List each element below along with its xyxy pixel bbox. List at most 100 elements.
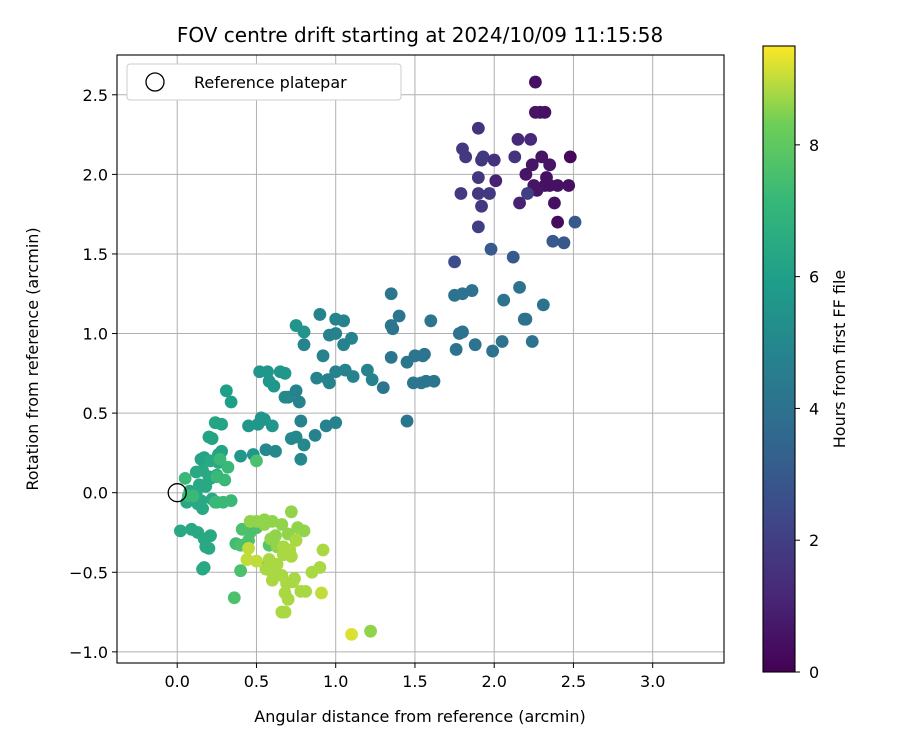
data-point	[384, 351, 398, 364]
data-point	[277, 548, 290, 562]
data-point	[316, 349, 330, 363]
colorbar-tick-label: 0	[809, 663, 819, 682]
data-point	[313, 561, 327, 574]
data-point	[486, 344, 500, 358]
colorbar-gradient	[762, 45, 796, 673]
y-tick-label: 2.0	[83, 165, 108, 184]
data-point	[315, 586, 328, 600]
data-point	[459, 150, 473, 164]
data-point	[424, 314, 438, 328]
data-point	[259, 443, 273, 457]
data-point	[186, 489, 200, 503]
colorbar-label: Hours from first FF file	[830, 270, 849, 449]
legend-box	[126, 63, 402, 101]
data-point	[448, 255, 461, 269]
data-point	[517, 312, 531, 326]
data-point	[322, 376, 336, 390]
data-point	[297, 524, 311, 538]
data-point	[538, 105, 552, 119]
colorbar-tick-label: 2	[809, 531, 819, 550]
data-point	[265, 573, 279, 587]
x-axis-label: Angular distance from reference (arcmin)	[254, 707, 585, 726]
data-point	[240, 553, 254, 566]
data-point	[449, 343, 463, 356]
data-point	[536, 298, 550, 312]
data-point	[568, 215, 582, 229]
data-point	[294, 452, 308, 466]
colorbar-tick-label: 4	[809, 399, 819, 418]
data-point	[456, 325, 469, 339]
data-point	[384, 287, 398, 301]
data-point	[508, 150, 522, 164]
y-axis-ticks: −1.0 −0.5 0.0 0.5 1.0 1.5 2.0 2.5	[69, 86, 117, 662]
data-point	[208, 416, 222, 430]
data-point	[495, 335, 509, 348]
y-tick-label: 0.0	[83, 484, 108, 503]
data-point	[284, 505, 298, 519]
data-point	[337, 314, 351, 328]
data-point	[242, 542, 255, 555]
data-point	[471, 187, 485, 200]
plot-frame	[116, 54, 725, 664]
data-point	[476, 150, 490, 164]
data-point	[513, 196, 526, 210]
data-point	[297, 438, 311, 452]
colorbar: 0 2 4 6 8 Hours from first FF file	[762, 45, 849, 682]
data-point	[197, 561, 211, 574]
data-point	[416, 349, 430, 363]
data-point	[224, 494, 238, 508]
data-point	[489, 174, 503, 188]
data-point	[196, 502, 209, 516]
data-point	[525, 335, 539, 348]
data-point	[484, 242, 498, 256]
data-point	[289, 534, 303, 547]
data-point	[427, 374, 441, 388]
data-point	[173, 524, 187, 538]
data-point	[525, 158, 539, 172]
data-point	[475, 199, 488, 213]
data-point	[546, 234, 560, 248]
data-point	[471, 121, 485, 135]
data-point	[535, 150, 549, 164]
data-point	[376, 381, 390, 395]
data-point	[213, 452, 227, 466]
data-point	[267, 379, 281, 393]
data-point	[310, 371, 324, 385]
data-point	[361, 363, 374, 377]
data-point	[337, 338, 351, 352]
data-point	[468, 338, 482, 352]
data-point	[259, 562, 273, 576]
data-point	[261, 365, 274, 379]
data-point	[521, 187, 534, 200]
x-tick-label: 1.5	[402, 672, 427, 691]
data-point	[563, 150, 577, 164]
data-point	[284, 432, 298, 445]
colorbar-tick-label: 6	[809, 268, 819, 287]
data-point	[275, 518, 289, 531]
data-point	[364, 624, 377, 638]
data-point	[308, 428, 322, 442]
data-point	[292, 395, 306, 409]
y-tick-label: 0.5	[83, 404, 108, 423]
data-point	[250, 554, 263, 568]
data-point	[524, 132, 538, 146]
data-point	[278, 366, 292, 380]
data-point	[265, 419, 279, 433]
data-point	[278, 605, 292, 619]
data-point	[194, 452, 208, 466]
x-tick-label: 0.5	[244, 672, 269, 691]
grid-lines	[117, 55, 724, 663]
x-tick-label: 0.0	[164, 672, 189, 691]
x-tick-label: 3.0	[640, 672, 665, 691]
legend: Reference platepar	[126, 63, 402, 101]
y-tick-label: −1.0	[69, 643, 108, 662]
data-point	[562, 179, 576, 192]
data-point	[278, 390, 292, 404]
data-point	[219, 384, 233, 398]
y-tick-label: 2.5	[83, 86, 108, 105]
data-point	[551, 215, 564, 229]
data-point	[234, 564, 248, 578]
data-point	[297, 325, 311, 339]
y-axis-label: Rotation from reference (arcmin)	[23, 227, 42, 490]
data-point	[346, 370, 360, 383]
